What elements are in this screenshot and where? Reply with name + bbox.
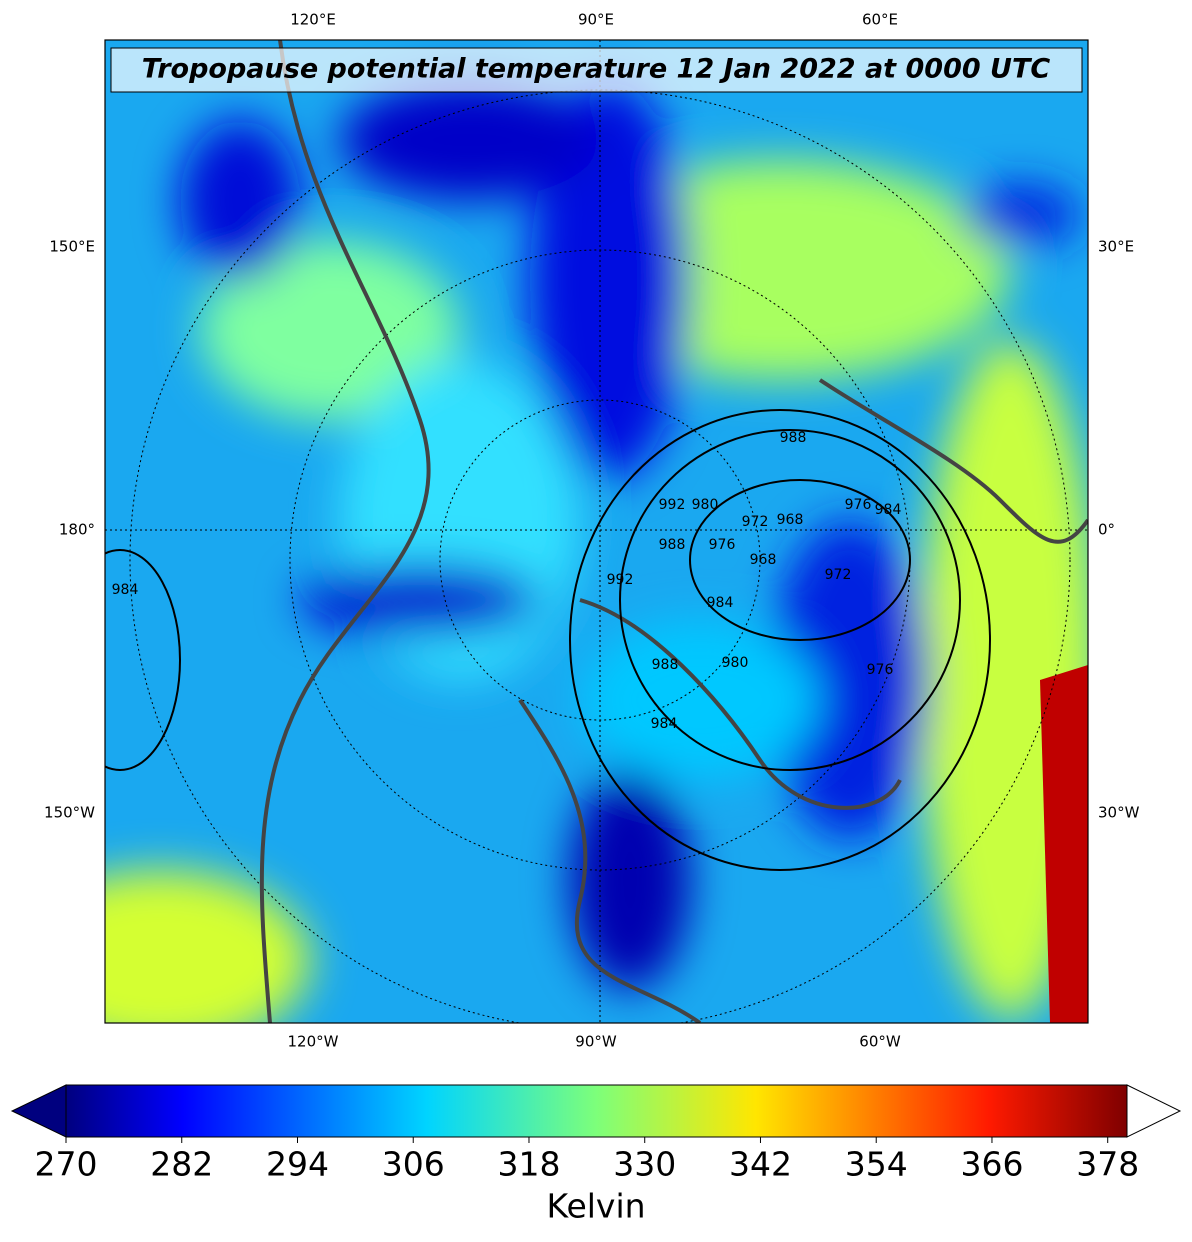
colorbar: 270 282 294 306 318 330 342 354 366 378 Kelvin (10, 1084, 1182, 1226)
title-box (110, 47, 1083, 93)
geo-label: 150°E (49, 238, 95, 256)
geo-label: 0° (1098, 521, 1115, 539)
contour-label: 968 (777, 512, 804, 528)
colorbar-tick-label: 330 (613, 1145, 676, 1184)
contour-label: 968 (750, 552, 777, 568)
colorbar-tick-label: 342 (729, 1145, 792, 1184)
colorbar-extend-high (1126, 1084, 1182, 1138)
contour-label: 972 (825, 567, 852, 583)
colorbar-tick-label: 294 (266, 1145, 329, 1184)
contour-label: 992 (659, 497, 686, 513)
contour-label: 972 (742, 514, 769, 530)
colorbar-tick-label: 354 (845, 1145, 908, 1184)
contour-label: 988 (652, 657, 679, 673)
contour-label: 984 (707, 595, 734, 611)
geo-label: 30°W (1098, 804, 1140, 822)
contour-label: 984 (875, 502, 902, 518)
contour-label: 976 (867, 662, 894, 678)
geo-label: 150°W (44, 804, 95, 822)
contour-label: 976 (709, 537, 736, 553)
colorbar-extend-low (10, 1084, 67, 1138)
contour-label: 980 (692, 497, 719, 513)
geo-label: 120°E (290, 11, 336, 29)
colorbar-tick-label: 366 (960, 1145, 1023, 1184)
contour-label: 976 (845, 497, 872, 513)
geo-label: 60°E (862, 11, 898, 29)
geo-label: 120°W (288, 1033, 339, 1051)
contour-label: 984 (112, 582, 139, 598)
colorbar-tick-label: 378 (1076, 1145, 1139, 1184)
geo-label: 60°W (859, 1033, 901, 1051)
geo-label: 180° (59, 521, 95, 539)
colorbar-tick-label: 318 (497, 1145, 560, 1184)
contour-label: 984 (651, 716, 678, 732)
colorbar-body (65, 1084, 1128, 1138)
contour-label: 988 (780, 430, 807, 446)
contour-label: 980 (722, 655, 749, 671)
map-frame (104, 39, 1089, 1024)
title: Tropopause potential temperature 12 Jan … (142, 54, 1051, 85)
contour-label: 988 (659, 537, 686, 553)
geo-label: 30°E (1098, 238, 1134, 256)
map-field (105, 40, 1088, 1023)
labels: 120°E 90°E 60°E 120°W 90°W 60°W 150°E 180° 150°W… (44, 11, 1140, 1051)
geo-label: 90°E (578, 11, 614, 29)
geo-label: 90°W (575, 1033, 617, 1051)
colorbar-tick-label: 306 (382, 1145, 445, 1184)
colorbar-label: Kelvin (546, 1187, 645, 1226)
colorbar-tick-label: 282 (150, 1145, 213, 1184)
contour-label: 992 (607, 572, 634, 588)
colorbar-tick-label: 270 (35, 1145, 98, 1184)
